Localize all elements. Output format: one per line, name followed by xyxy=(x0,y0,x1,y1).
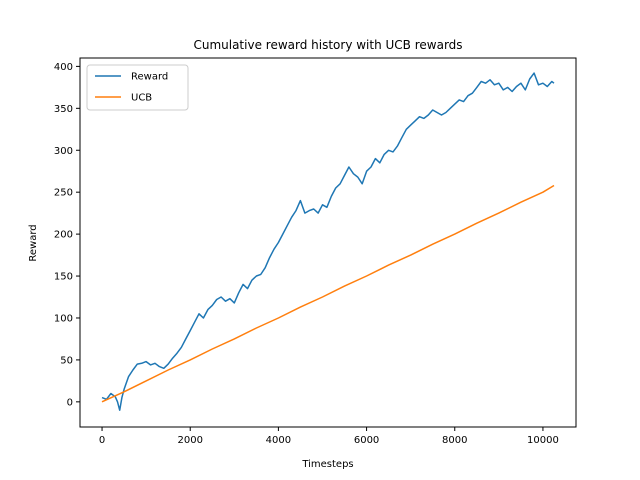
plot-area xyxy=(79,57,577,428)
y-tick-label: 50 xyxy=(60,355,73,366)
x-tick-label: 4000 xyxy=(266,435,291,446)
y-tick-label: 250 xyxy=(54,188,73,199)
y-tick-label: 100 xyxy=(54,313,73,324)
plot-frame xyxy=(79,57,577,428)
chart-title: Cumulative reward history with UCB rewar… xyxy=(193,38,462,52)
y-axis: 0 50 100 150 200 250 300 350 400 xyxy=(54,62,80,408)
legend-label-reward: Reward xyxy=(131,72,168,83)
x-axis: 0 2000 4000 6000 8000 10000 xyxy=(99,427,559,446)
x-tick-label: 6000 xyxy=(354,435,379,446)
y-tick-label: 400 xyxy=(54,62,73,73)
series-layer xyxy=(101,72,555,411)
y-tick-label: 0 xyxy=(67,397,73,408)
x-tick-label: 2000 xyxy=(177,435,202,446)
y-tick-label: 350 xyxy=(54,104,73,115)
x-tick-label: 0 xyxy=(99,435,105,446)
legend: Reward UCB xyxy=(86,64,189,111)
legend-label-ucb: UCB xyxy=(131,93,152,104)
y-axis-label: Reward xyxy=(28,224,39,261)
y-tick-label: 150 xyxy=(54,272,73,283)
x-tick-label: 8000 xyxy=(442,435,467,446)
x-axis-label: Timesteps xyxy=(301,459,353,470)
y-tick-label: 200 xyxy=(54,230,73,241)
y-tick-label: 300 xyxy=(54,146,73,157)
series-line-ucb xyxy=(101,184,555,403)
x-tick-label: 10000 xyxy=(527,435,559,446)
series-line-reward xyxy=(101,72,555,411)
